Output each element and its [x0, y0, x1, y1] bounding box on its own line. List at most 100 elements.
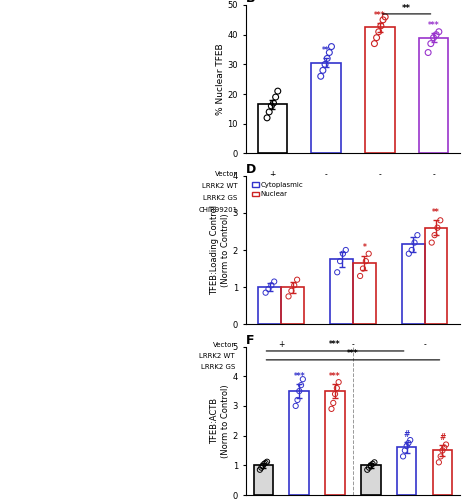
Point — [365, 250, 372, 258]
Text: +: + — [377, 194, 383, 202]
Point — [369, 460, 376, 468]
Text: -: - — [325, 206, 327, 214]
Point — [432, 30, 440, 38]
Text: +: + — [323, 182, 329, 190]
Text: LRRK2 GS: LRRK2 GS — [200, 364, 235, 370]
Text: -: - — [379, 182, 381, 190]
Text: CHIR99201: CHIR99201 — [199, 207, 238, 213]
Point — [405, 439, 412, 447]
Text: -: - — [423, 340, 426, 349]
Point — [431, 231, 438, 239]
Point — [440, 444, 448, 452]
Text: ***: *** — [329, 372, 341, 380]
Point — [299, 375, 306, 383]
Text: LRRK2 GS: LRRK2 GS — [203, 195, 238, 201]
Point — [330, 399, 337, 407]
Point — [367, 462, 375, 469]
Point — [408, 246, 415, 254]
Point — [365, 464, 373, 471]
Point — [293, 276, 301, 283]
Point — [285, 292, 292, 300]
Point — [321, 60, 329, 68]
Text: +: + — [350, 352, 356, 360]
Point — [442, 440, 450, 448]
Bar — [419, 38, 448, 154]
Point — [359, 264, 367, 272]
Text: LRRK2 WT: LRRK2 WT — [202, 183, 238, 189]
Point — [328, 42, 335, 50]
Point — [381, 13, 389, 21]
Point — [296, 387, 303, 395]
Point — [291, 282, 298, 290]
Point — [364, 466, 371, 474]
Point — [435, 458, 443, 466]
Point — [434, 224, 441, 232]
Point — [319, 66, 326, 74]
Text: +: + — [421, 362, 428, 372]
Text: -: - — [280, 352, 283, 360]
Bar — [259, 287, 281, 324]
Point — [371, 458, 378, 466]
Point — [339, 250, 346, 258]
Point — [262, 288, 269, 296]
Point — [297, 381, 305, 389]
Legend: Cytoplasmic, Nuclear: Cytoplasmic, Nuclear — [249, 179, 306, 201]
Point — [336, 257, 344, 265]
Text: +: + — [278, 340, 285, 349]
Point — [379, 16, 387, 24]
Bar — [361, 466, 381, 495]
Text: ***: *** — [428, 21, 439, 30]
Point — [292, 402, 299, 410]
Bar — [325, 391, 345, 495]
Text: -: - — [352, 340, 354, 349]
Point — [288, 287, 295, 295]
Bar — [402, 244, 425, 324]
Text: ***: *** — [329, 340, 341, 349]
Text: B: B — [246, 0, 255, 5]
Point — [271, 278, 278, 285]
Point — [405, 250, 412, 258]
Text: +: + — [430, 206, 437, 214]
Point — [332, 390, 339, 398]
Point — [439, 446, 446, 454]
Text: -: - — [280, 362, 283, 372]
Bar — [312, 63, 341, 154]
Text: -: - — [432, 182, 435, 190]
Text: -: - — [271, 206, 274, 214]
Text: -: - — [352, 362, 354, 372]
Point — [377, 22, 385, 30]
Text: -: - — [325, 170, 327, 179]
Bar — [253, 466, 273, 495]
Text: F: F — [246, 334, 254, 346]
Bar — [365, 28, 395, 154]
Point — [256, 466, 264, 474]
Point — [356, 272, 364, 280]
Point — [258, 464, 265, 471]
Bar — [330, 260, 353, 324]
Point — [263, 458, 271, 466]
Point — [399, 452, 407, 460]
Point — [272, 93, 279, 101]
Point — [274, 87, 281, 95]
Point — [326, 48, 333, 56]
Text: ***: *** — [347, 350, 359, 358]
Point — [403, 442, 411, 450]
Point — [411, 238, 418, 246]
Y-axis label: TFEB:ACTB
(Norm to Control): TFEB:ACTB (Norm to Control) — [210, 384, 230, 458]
Point — [260, 460, 268, 468]
Text: **: ** — [322, 46, 330, 56]
Text: Vector: Vector — [215, 172, 238, 177]
Point — [401, 446, 409, 454]
Y-axis label: % Nuclear TFEB: % Nuclear TFEB — [215, 44, 225, 115]
Bar — [281, 287, 304, 324]
Text: -: - — [423, 352, 426, 360]
Point — [294, 396, 301, 404]
Point — [414, 231, 421, 239]
Text: ***: *** — [374, 11, 385, 20]
Text: **: ** — [432, 208, 440, 216]
Point — [425, 48, 432, 56]
Point — [427, 40, 434, 48]
Point — [437, 216, 444, 224]
Point — [317, 72, 325, 80]
Point — [373, 34, 380, 42]
